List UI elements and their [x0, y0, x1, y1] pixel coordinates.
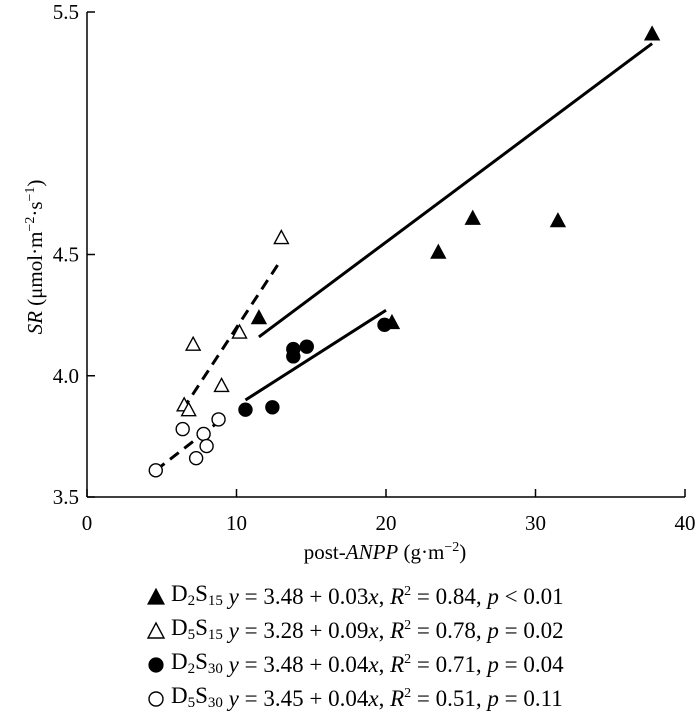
legend-series-name: D5S15: [171, 614, 223, 643]
point-d5s30: [188, 451, 204, 466]
y-tick-label: 4.0: [53, 364, 79, 388]
fit-line-d2s15: [258, 42, 654, 339]
axes-layer: 0 10 20 30 40 3.5 4.0 4.5 5.5: [53, 0, 696, 535]
legend-equation: y = 3.48 + 0.03x, R2 = 0.84, p < 0.01: [228, 584, 564, 609]
point-d5s30: [175, 421, 190, 437]
x-tick-label: 10: [226, 511, 247, 535]
point-d2s30: [238, 402, 253, 417]
legend-equation: y = 3.48 + 0.04x, R2 = 0.71, p = 0.04: [228, 652, 564, 677]
point-d5s30: [211, 412, 226, 427]
point-d2s15: [464, 209, 481, 225]
point-d2s15: [430, 243, 447, 259]
y-tick-label: 3.5: [53, 485, 79, 509]
point-d2s30: [377, 317, 392, 333]
legend-equation: y = 3.45 + 0.04x, R2 = 0.51, p = 0.11: [228, 686, 563, 711]
point-d5s15: [273, 229, 290, 245]
filled-circle-icon: [145, 654, 167, 676]
legend-series-name: D2S30: [171, 648, 223, 677]
point-d2s15: [643, 25, 661, 41]
fit-line-d2s30: [244, 309, 387, 402]
hollow-circle-icon: [145, 688, 167, 710]
legend-equation: y = 3.28 + 0.09x, R2 = 0.78, p = 0.02: [228, 618, 564, 643]
point-d5s30: [199, 438, 214, 454]
point-d2s30: [286, 341, 301, 357]
x-tick-label: 30: [525, 511, 546, 535]
point-d5s15: [213, 376, 230, 393]
x-tick-label: 40: [675, 511, 696, 535]
legend-entry-d5s15: D5S15 y = 3.28 + 0.09x, R2 = 0.78, p = 0…: [145, 614, 685, 648]
filled-triangle-icon: [145, 586, 167, 608]
legend: D2S15 y = 3.48 + 0.03x, R2 = 0.84, p < 0…: [145, 580, 685, 716]
fit-line-d5s15: [181, 258, 283, 411]
point-d2s15: [549, 212, 567, 228]
legend-series-name: D2S15: [171, 580, 223, 609]
point-d5s15: [231, 323, 248, 339]
fit-lines-layer: [154, 42, 654, 472]
y-tick-label: 4.5: [53, 243, 79, 267]
point-d2s30: [299, 339, 314, 354]
y-tick-label: 5.5: [53, 0, 79, 24]
x-tick-label: 0: [82, 511, 93, 535]
fit-line-d5s30: [154, 420, 220, 472]
scatter-chart: 0 10 20 30 403.54.04.55.5 SR (μmol·m−2·s−1) …: [23, 0, 696, 564]
point-d5s15: [184, 335, 202, 351]
y-axis-title: SR (μmol·m−2·s−1): [23, 180, 47, 335]
point-d2s30: [265, 400, 280, 415]
point-d2s15: [250, 309, 268, 325]
point-d5s30: [148, 463, 163, 478]
legend-entry-d2s15: D2S15 y = 3.48 + 0.03x, R2 = 0.84, p < 0…: [145, 580, 685, 614]
legend-series-name: D5S30: [171, 682, 223, 711]
legend-entry-d2s30: D2S30 y = 3.48 + 0.04x, R2 = 0.71, p = 0…: [145, 648, 685, 682]
x-axis-title: post-ANPP (g·m−2): [304, 540, 466, 564]
x-tick-label: 20: [376, 511, 397, 535]
hollow-triangle-icon: [145, 620, 167, 642]
points-layer: [148, 25, 661, 478]
point-d5s15: [180, 401, 197, 417]
point-d5s30: [196, 426, 211, 442]
legend-entry-d5s30: D5S30 y = 3.45 + 0.04x, R2 = 0.51, p = 0…: [145, 682, 685, 716]
